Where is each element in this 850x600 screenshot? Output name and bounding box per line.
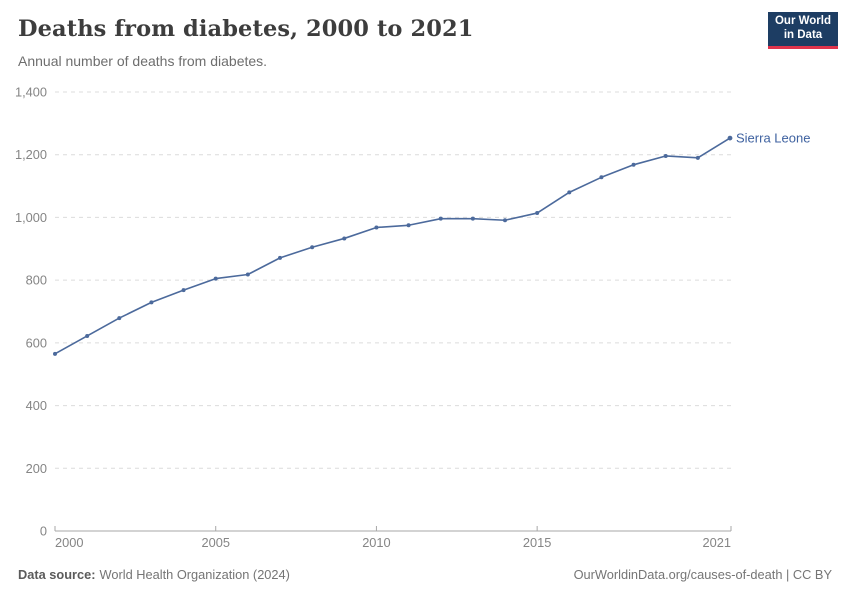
x-tick-label: 2010 — [362, 535, 390, 550]
data-point[interactable] — [213, 276, 218, 281]
series-label: Sierra Leone — [736, 131, 810, 146]
data-point[interactable] — [310, 245, 315, 250]
data-point[interactable] — [599, 175, 604, 180]
y-tick-label: 0 — [40, 524, 47, 539]
y-tick-label: 1,400 — [15, 85, 47, 100]
x-tick-label: 2015 — [523, 535, 551, 550]
data-point[interactable] — [535, 211, 540, 216]
y-tick-label: 800 — [26, 273, 47, 288]
data-point[interactable] — [695, 155, 700, 160]
data-point[interactable] — [503, 218, 507, 223]
x-tick-label: 2005 — [201, 535, 229, 550]
y-tick-label: 200 — [26, 461, 47, 476]
data-point[interactable] — [117, 316, 122, 321]
data-point[interactable] — [85, 333, 90, 338]
data-point[interactable] — [342, 236, 347, 241]
data-point[interactable] — [53, 351, 57, 356]
y-tick-label: 1,200 — [15, 147, 47, 162]
citation-link[interactable]: OurWorldinData.org/causes-of-death | CC … — [573, 567, 832, 582]
data-point[interactable] — [278, 255, 282, 260]
data-point[interactable] — [181, 288, 186, 293]
chart-title: Deaths from diabetes, 2000 to 2021 — [18, 16, 474, 42]
y-tick-label: 400 — [26, 398, 47, 413]
chart-subtitle: Annual number of deaths from diabetes. — [18, 53, 268, 69]
data-point[interactable] — [406, 223, 411, 228]
data-point[interactable] — [631, 162, 636, 167]
data-point[interactable] — [245, 272, 250, 277]
x-tick-label: 2021 — [703, 535, 731, 550]
data-source-value: World Health Organization (2024) — [99, 567, 290, 582]
owid-logo-line2: in Data — [783, 29, 823, 41]
data-point[interactable] — [438, 216, 443, 221]
data-source-label: Data source: — [18, 567, 96, 582]
data-point[interactable] — [374, 225, 379, 230]
chart-footer: Data source: World Health Organization (2… — [18, 567, 832, 582]
data-line — [54, 137, 731, 355]
data-point[interactable] — [727, 135, 733, 141]
data-point[interactable] — [663, 153, 668, 158]
y-tick-label: 600 — [26, 335, 47, 350]
data-source: Data source: World Health Organization (2… — [18, 567, 290, 582]
x-tick-label: 2000 — [55, 535, 83, 550]
data-point[interactable] — [470, 216, 475, 221]
data-point[interactable] — [149, 300, 154, 305]
owid-logo[interactable]: Our World in Data — [768, 12, 838, 49]
data-point[interactable] — [567, 190, 572, 195]
y-tick-label: 1,000 — [15, 210, 47, 225]
owid-logo-line1: Our World — [774, 15, 831, 28]
